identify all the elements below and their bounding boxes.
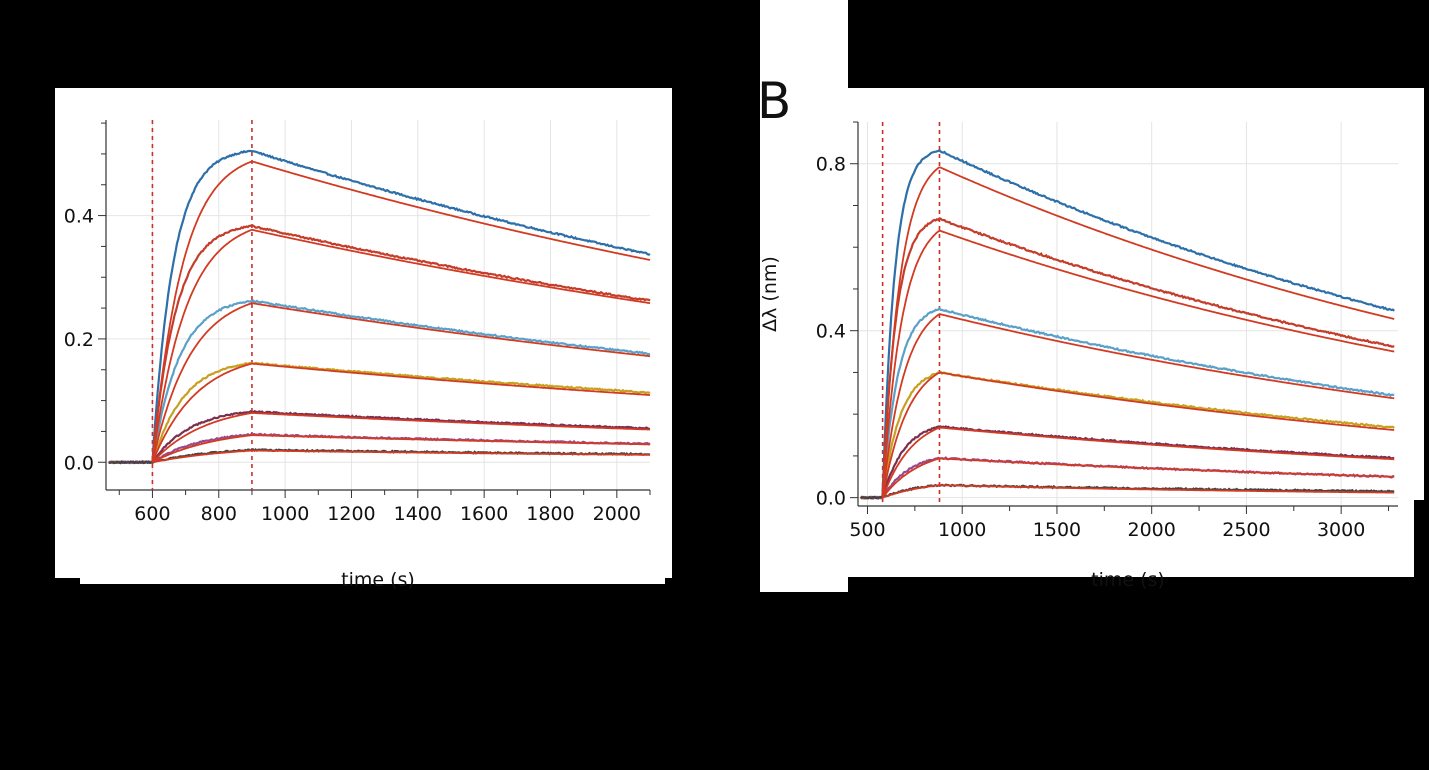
fit-series-line [151,411,651,463]
fit-series-line [151,228,651,463]
fit-series-line [151,434,651,464]
fit-series-line [151,302,651,463]
panel-a-background [55,88,672,584]
x-tick-label: 2000 [1128,519,1176,541]
data-series-line [108,299,651,465]
fit-series-line [881,457,1395,499]
x-tick-label: 800 [201,503,237,525]
fit-series-line [881,371,1395,498]
fit-series-line [882,484,1395,499]
x-tick-label: 500 [849,519,885,541]
fit-series-line [151,160,651,463]
x-tick-label: 1400 [394,503,442,525]
x-tick-label: 600 [134,503,170,525]
panel-b-background [760,0,1424,592]
data-series-line [859,217,1395,500]
x-tick-label: 1500 [1033,519,1081,541]
fit-series-line [881,313,1395,498]
fit-series-line [881,166,1395,498]
fit-series-line [881,229,1395,498]
chart-b: 500 1000 1500 2000 2500 3000 0.0 0.4 0.8 time (s)… [759,121,1398,591]
x-tick-label: 2000 [593,503,641,525]
data-series-line [108,224,651,465]
x-axis-title: time (s) [1091,569,1165,591]
fit-series-line [151,362,650,463]
y-tick-label: 0.4 [64,206,94,228]
y-tick-label: 0.2 [64,329,94,351]
x-tick-label: 3000 [1317,519,1365,541]
x-tick-label: 1000 [938,519,986,541]
y-tick-label: 0.0 [64,452,94,474]
x-tick-label: 1200 [327,503,375,525]
chart-a: 600 800 1000 1200 1400 1600 1800 2000 0.0 0.2 0.4 t… [64,120,651,591]
data-series-line [860,306,1395,500]
x-tick-label: 1000 [261,503,309,525]
y-tick-label: 0.8 [816,154,846,176]
y-tick-label: 0.0 [816,488,846,510]
y-axis-title: Δλ (nm) [759,256,781,332]
data-series-line [860,148,1395,500]
x-axis-title: time (s) [341,569,415,591]
x-tick-label: 2500 [1222,519,1270,541]
fit-series-line [881,426,1395,499]
x-tick-label: 1600 [460,503,508,525]
x-tick-label: 1800 [526,503,574,525]
fit-series-line [152,449,651,464]
data-series-line [108,149,651,465]
panel-letter-b: B [757,72,791,130]
y-tick-label: 0.4 [816,321,846,343]
